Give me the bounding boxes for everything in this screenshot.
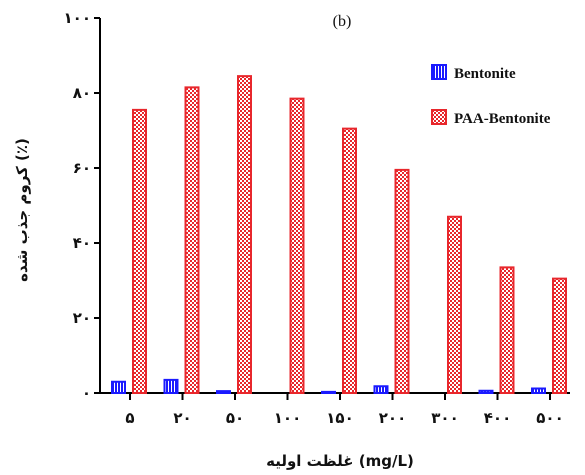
bar-paa-bentonite-8 (552, 277, 567, 394)
bar-paa-bentonite-2 (237, 75, 252, 394)
bar-paa-bentonite-4 (342, 127, 357, 394)
x-tick-label: ۴۰۰ (484, 409, 511, 427)
x-tick-label: ۵۰ (226, 409, 244, 427)
bar-paa-bentonite-7 (499, 266, 515, 394)
y-tick-label: ۲۰ (73, 309, 91, 327)
bar-paa-bentonite-3 (289, 97, 305, 394)
bar-bentonite-5 (373, 385, 389, 394)
x-tick-label: ۵۰۰ (536, 409, 563, 427)
panel-label: (b) (333, 13, 352, 30)
bars (111, 75, 567, 394)
y-tick-label: ۰ (82, 384, 91, 402)
x-tick-label: ۱۰۰ (274, 409, 301, 427)
y-tick-label: ۸۰ (73, 84, 91, 102)
legend: Bentonite PAA-Bentonite (431, 64, 551, 127)
legend-swatch-bentonite (431, 64, 447, 80)
legend-swatch-paa-bentonite (431, 109, 447, 125)
x-tick-label: ۳۰۰ (431, 409, 458, 427)
x-tick-label: ۵ (125, 409, 134, 427)
bar-paa-bentonite-1 (184, 86, 200, 394)
x-tick-label: ۲۰ (173, 409, 191, 427)
x-axis-title: غلظت اولیه (mg/L) (266, 452, 414, 470)
bar-bentonite-0 (111, 380, 126, 394)
bar-bentonite-1 (163, 378, 179, 394)
bar-bentonite-4 (321, 390, 336, 394)
y-tick-label: ۴۰ (73, 234, 91, 252)
legend-label: Bentonite (454, 66, 516, 82)
x-tick-label: ۱۵۰ (326, 409, 353, 427)
bar-paa-bentonite-0 (132, 108, 147, 394)
x-ticks: ۵ ۲۰ ۵۰ ۱۰۰ ۱۵۰ ۲۰۰ ۳۰۰ ۴۰۰ ۵۰۰ (125, 393, 564, 427)
y-tick-label: ۱۰۰ (64, 9, 91, 27)
legend-label: PAA-Bentonite (454, 111, 551, 127)
bar-paa-bentonite-5 (394, 168, 410, 394)
y-axis-title: کروم جذب شده (٪) (13, 138, 31, 282)
y-tick-label: ۶۰ (73, 159, 91, 177)
x-tick-label: ۲۰۰ (379, 409, 406, 427)
bar-bentonite-2 (216, 390, 231, 394)
bar-bentonite-8 (531, 387, 546, 394)
bar-bentonite-7 (478, 389, 494, 394)
y-ticks: ۰ ۲۰ ۴۰ ۶۰ ۸۰ ۱۰۰ (64, 9, 100, 402)
bar-paa-bentonite-6 (447, 215, 462, 394)
